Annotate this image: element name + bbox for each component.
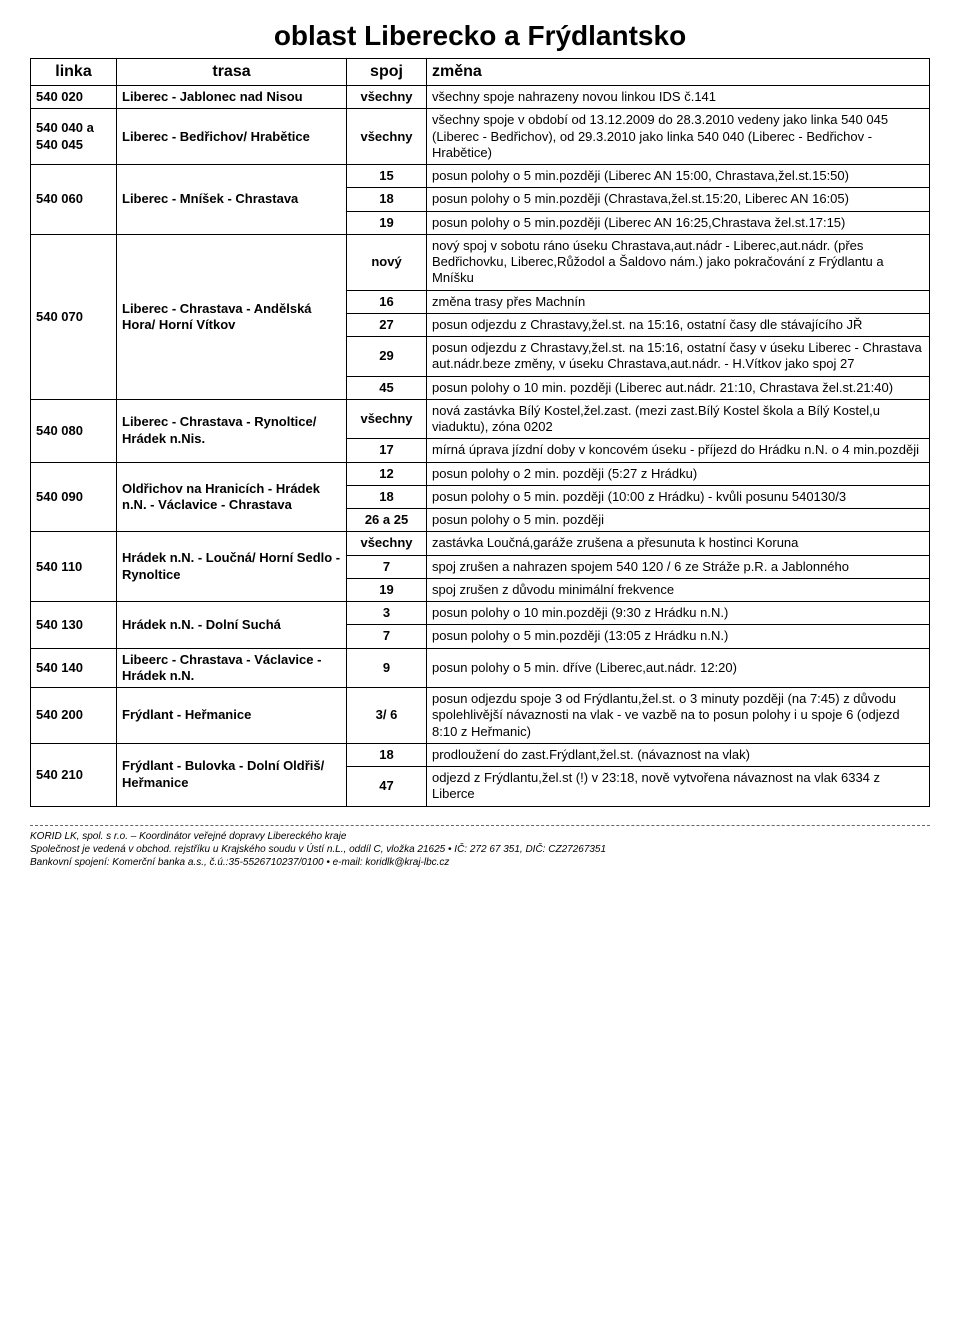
cell-trasa: Oldřichov na Hranicích - Hrádek n.N. - V… <box>117 462 347 532</box>
cell-linka: 540 110 <box>31 532 117 602</box>
cell-zmena: prodloužení do zast.Frýdlant,žel.st. (ná… <box>427 743 930 766</box>
cell-trasa: Frýdlant - Bulovka - Dolní Oldřiš/ Heřma… <box>117 743 347 806</box>
cell-zmena: posun polohy o 10 min. později (Liberec … <box>427 376 930 399</box>
cell-zmena: posun odjezdu spoje 3 od Frýdlantu,žel.s… <box>427 688 930 744</box>
table-row: 540 210 Frýdlant - Bulovka - Dolní Oldři… <box>31 743 930 766</box>
cell-zmena: posun polohy o 5 min.později (Liberec AN… <box>427 165 930 188</box>
cell-spoj: 17 <box>347 439 427 462</box>
cell-linka: 540 060 <box>31 165 117 235</box>
cell-spoj: všechny <box>347 109 427 165</box>
cell-spoj: 15 <box>347 165 427 188</box>
cell-trasa: Liberec - Chrastava - Rynoltice/ Hrádek … <box>117 399 347 462</box>
table-row: 540 130 Hrádek n.N. - Dolní Suchá 3 posu… <box>31 602 930 625</box>
col-header-zmena: změna <box>427 59 930 86</box>
cell-linka: 540 130 <box>31 602 117 649</box>
table-header-row: linka trasa spoj změna <box>31 59 930 86</box>
col-header-spoj: spoj <box>347 59 427 86</box>
cell-spoj: 45 <box>347 376 427 399</box>
cell-linka: 540 080 <box>31 399 117 462</box>
cell-zmena: posun polohy o 5 min. dříve (Liberec,aut… <box>427 648 930 688</box>
region-title: oblast Liberecko a Frýdlantsko <box>30 20 930 52</box>
cell-linka: 540 070 <box>31 234 117 399</box>
table-row: 540 060 Liberec - Mníšek - Chrastava 15 … <box>31 165 930 188</box>
cell-spoj: nový <box>347 234 427 290</box>
cell-spoj: 19 <box>347 578 427 601</box>
cell-spoj: 7 <box>347 625 427 648</box>
cell-trasa: Frýdlant - Heřmanice <box>117 688 347 744</box>
cell-zmena: posun polohy o 5 min. později (10:00 z H… <box>427 485 930 508</box>
cell-spoj: všechny <box>347 86 427 109</box>
col-header-trasa: trasa <box>117 59 347 86</box>
cell-zmena: posun polohy o 5 min.později (13:05 z Hr… <box>427 625 930 648</box>
cell-spoj: 18 <box>347 188 427 211</box>
cell-spoj: 3 <box>347 602 427 625</box>
cell-spoj: 19 <box>347 211 427 234</box>
cell-linka: 540 210 <box>31 743 117 806</box>
table-row: 540 090 Oldřichov na Hranicích - Hrádek … <box>31 462 930 485</box>
cell-spoj: všechny <box>347 399 427 439</box>
table-row: 540 200 Frýdlant - Heřmanice 3/ 6 posun … <box>31 688 930 744</box>
cell-zmena: posun odjezdu z Chrastavy,žel.st. na 15:… <box>427 313 930 336</box>
cell-zmena: spoj zrušen a nahrazen spojem 540 120 / … <box>427 555 930 578</box>
table-row: 540 080 Liberec - Chrastava - Rynoltice/… <box>31 399 930 439</box>
cell-zmena: mírná úprava jízdní doby v koncovém úsek… <box>427 439 930 462</box>
cell-zmena: posun polohy o 2 min. později (5:27 z Hr… <box>427 462 930 485</box>
document-page: oblast Liberecko a Frýdlantsko linka tra… <box>0 0 960 879</box>
cell-spoj: 26 a 25 <box>347 509 427 532</box>
cell-linka: 540 090 <box>31 462 117 532</box>
cell-zmena: nový spoj v sobotu ráno úseku Chrastava,… <box>427 234 930 290</box>
table-row: 540 040 a 540 045 Liberec - Bedřichov/ H… <box>31 109 930 165</box>
cell-spoj: 7 <box>347 555 427 578</box>
table-row: 540 070 Liberec - Chrastava - Andělská H… <box>31 234 930 290</box>
cell-linka: 540 140 <box>31 648 117 688</box>
timetable-changes-table: linka trasa spoj změna 540 020 Liberec -… <box>30 58 930 807</box>
footer-line-1: KORID LK, spol. s r.o. – Koordinátor veř… <box>30 830 930 843</box>
cell-zmena: všechny spoje nahrazeny novou linkou IDS… <box>427 86 930 109</box>
table-row: 540 110 Hrádek n.N. - Loučná/ Horní Sedl… <box>31 532 930 555</box>
cell-zmena: odjezd z Frýdlantu,žel.st (!) v 23:18, n… <box>427 767 930 807</box>
cell-spoj: 18 <box>347 743 427 766</box>
cell-linka: 540 200 <box>31 688 117 744</box>
cell-spoj: 27 <box>347 313 427 336</box>
col-header-linka: linka <box>31 59 117 86</box>
cell-trasa: Liberec - Mníšek - Chrastava <box>117 165 347 235</box>
table-row: 540 020 Liberec - Jablonec nad Nisou vše… <box>31 86 930 109</box>
cell-zmena: zastávka Loučná,garáže zrušena a přesunu… <box>427 532 930 555</box>
cell-spoj: 3/ 6 <box>347 688 427 744</box>
cell-zmena: spoj zrušen z důvodu minimální frekvence <box>427 578 930 601</box>
footer-line-2: Společnost je vedená v obchod. rejstříku… <box>30 843 930 856</box>
cell-zmena: posun polohy o 10 min.později (9:30 z Hr… <box>427 602 930 625</box>
cell-zmena: všechny spoje v období od 13.12.2009 do … <box>427 109 930 165</box>
table-row: 540 140 Libeerc - Chrastava - Václavice … <box>31 648 930 688</box>
cell-trasa: Hrádek n.N. - Dolní Suchá <box>117 602 347 649</box>
cell-trasa: Hrádek n.N. - Loučná/ Horní Sedlo - Ryno… <box>117 532 347 602</box>
cell-zmena: nová zastávka Bílý Kostel,žel.zast. (mez… <box>427 399 930 439</box>
cell-zmena: posun odjezdu z Chrastavy,žel.st. na 15:… <box>427 337 930 377</box>
cell-trasa: Libeerc - Chrastava - Václavice - Hrádek… <box>117 648 347 688</box>
cell-trasa: Liberec - Chrastava - Andělská Hora/ Hor… <box>117 234 347 399</box>
footer-line-3: Bankovní spojení: Komerční banka a.s., č… <box>30 856 930 869</box>
cell-zmena: změna trasy přes Machnín <box>427 290 930 313</box>
cell-spoj: 9 <box>347 648 427 688</box>
cell-zmena: posun polohy o 5 min. později <box>427 509 930 532</box>
cell-spoj: 47 <box>347 767 427 807</box>
cell-spoj: 16 <box>347 290 427 313</box>
cell-spoj: 29 <box>347 337 427 377</box>
cell-linka: 540 040 a 540 045 <box>31 109 117 165</box>
cell-spoj: všechny <box>347 532 427 555</box>
cell-zmena: posun polohy o 5 min.později (Liberec AN… <box>427 211 930 234</box>
page-footer: KORID LK, spol. s r.o. – Koordinátor veř… <box>30 825 930 869</box>
cell-trasa: Liberec - Jablonec nad Nisou <box>117 86 347 109</box>
cell-zmena: posun polohy o 5 min.později (Chrastava,… <box>427 188 930 211</box>
cell-trasa: Liberec - Bedřichov/ Hrabětice <box>117 109 347 165</box>
cell-spoj: 12 <box>347 462 427 485</box>
cell-spoj: 18 <box>347 485 427 508</box>
cell-linka: 540 020 <box>31 86 117 109</box>
